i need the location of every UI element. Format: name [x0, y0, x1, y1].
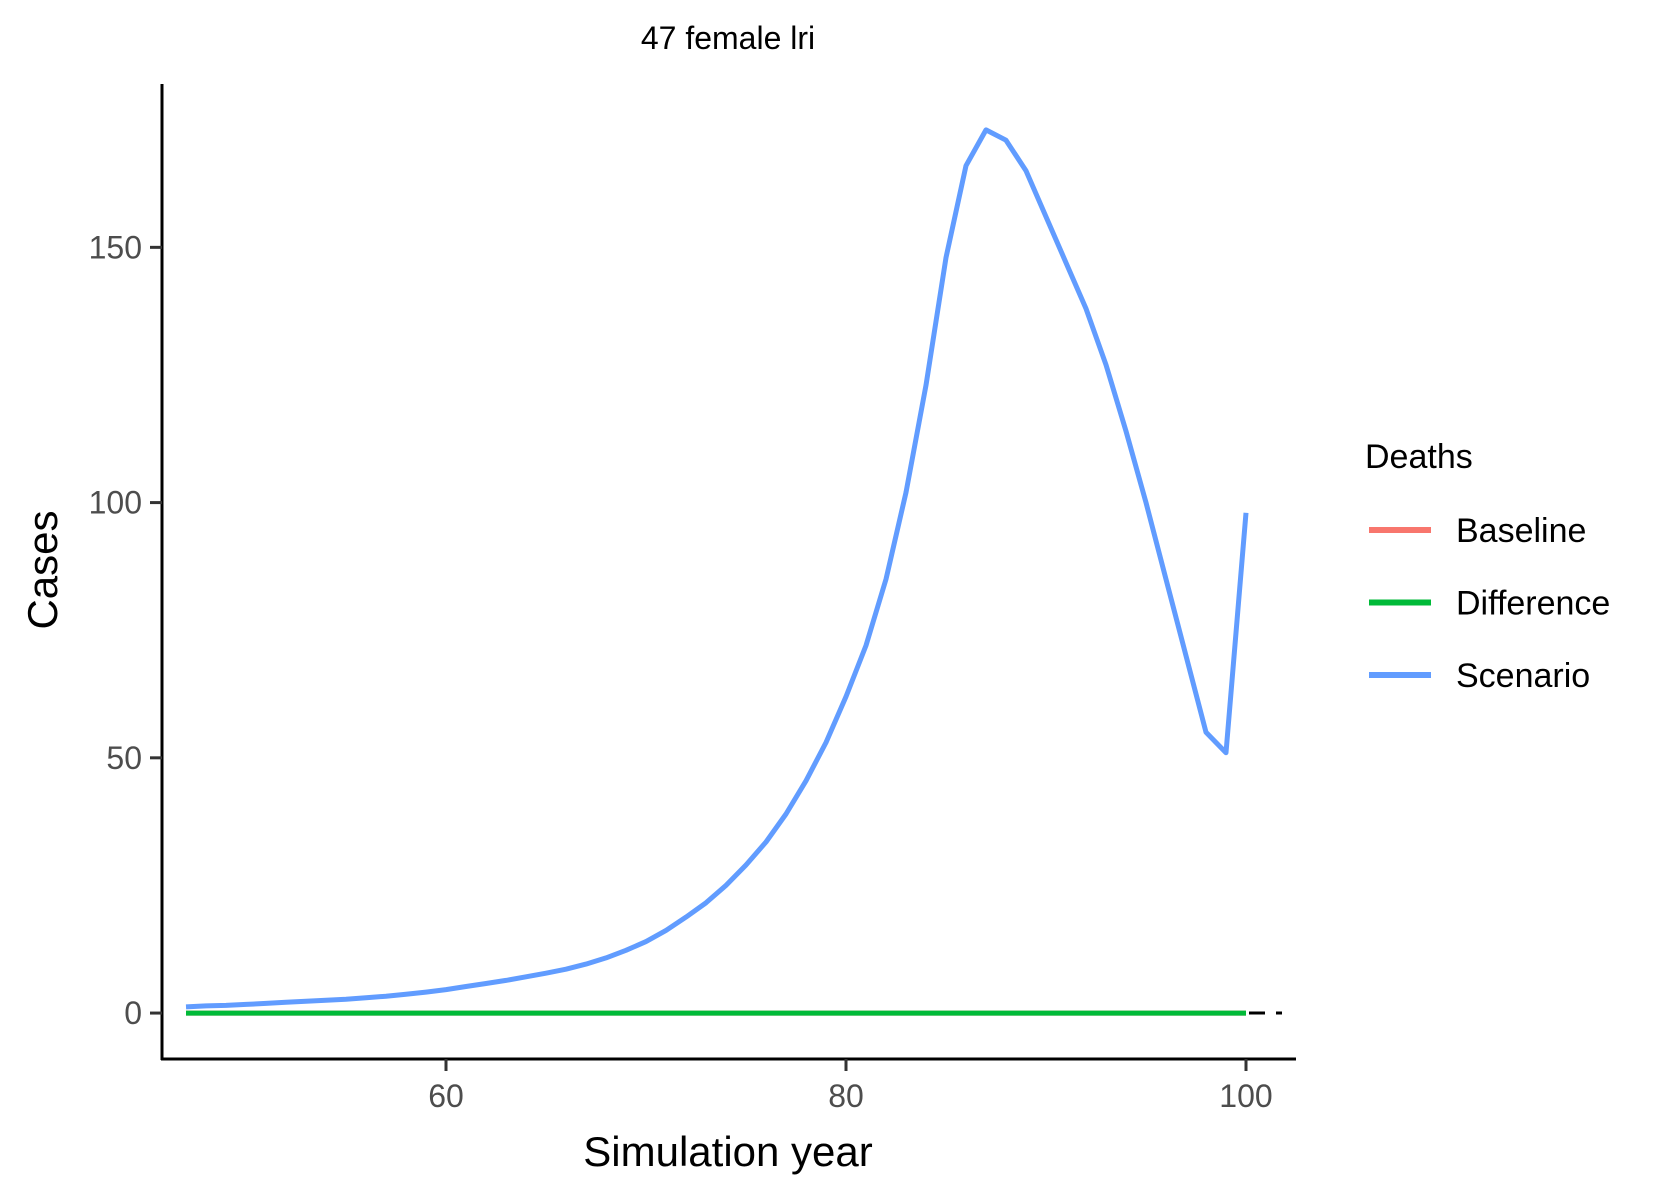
legend: Deaths Baseline Difference Scenario: [1365, 438, 1610, 695]
y-tick-label: 50: [106, 740, 142, 776]
legend-label-difference: Difference: [1456, 585, 1610, 623]
x-tick-label: 80: [828, 1078, 864, 1114]
legend-entry-baseline: Baseline: [1369, 512, 1586, 550]
y-tick-label: 100: [89, 485, 142, 521]
y-tick-label: 0: [124, 995, 142, 1031]
y-axis-title: Cases: [19, 510, 66, 629]
series-line-scenario: [185, 127, 1249, 1010]
legend-entry-scenario: Scenario: [1369, 657, 1590, 695]
plot-panel: [185, 127, 1282, 1016]
legend-entry-difference: Difference: [1369, 585, 1610, 623]
legend-label-baseline: Baseline: [1456, 512, 1586, 550]
series-layer: [185, 127, 1249, 1016]
legend-label-scenario: Scenario: [1456, 657, 1590, 695]
x-tick-label: 100: [1219, 1078, 1272, 1114]
axes: 0 50 100 150 60 80 100: [89, 84, 1296, 1114]
x-tick-label: 60: [428, 1078, 464, 1114]
legend-entries: Baseline Difference Scenario: [1369, 512, 1610, 695]
y-ticks: 0 50 100 150: [89, 229, 162, 1031]
x-axis-title: Simulation year: [583, 1128, 872, 1175]
chart-title: 47 female lri: [641, 20, 815, 56]
legend-title: Deaths: [1365, 438, 1473, 476]
y-tick-label: 150: [89, 229, 142, 265]
x-ticks: 60 80 100: [428, 1059, 1273, 1114]
